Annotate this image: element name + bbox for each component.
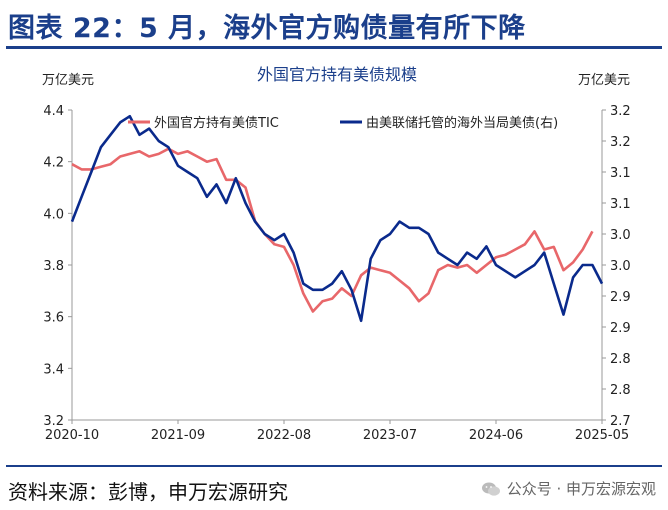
line-chart: 外国官方持有美债规模 万亿美元 万亿美元 4.4 4.2 4.0 3.8 3.6 3.4 3.2 3… — [42, 65, 631, 443]
left-axis-unit: 万亿美元 — [42, 73, 94, 88]
wechat-icon — [481, 482, 500, 496]
figure-title: 图表 22：5 月，海外官方购债量有所下降 — [8, 13, 526, 44]
right-tick-label: 3.1 — [610, 166, 631, 181]
left-tick-label: 3.8 — [43, 259, 64, 274]
right-tick-label: 2.9 — [610, 321, 631, 336]
title-divider — [6, 46, 662, 49]
right-tick-label: 3.2 — [610, 104, 631, 119]
x-tick-label: 2020-10 — [45, 428, 99, 443]
right-axis-unit: 万亿美元 — [578, 73, 630, 88]
series-line-tic — [71, 147, 594, 313]
x-tick-label: 2021-09 — [151, 428, 205, 443]
series-line-custody — [70, 114, 604, 323]
right-tick-label: 2.8 — [610, 383, 631, 398]
legend-label-custody: 由美联储托管的海外当局美债(右) — [366, 115, 558, 131]
x-tick-label: 2024-06 — [469, 428, 523, 443]
right-tick-label: 3.1 — [610, 197, 631, 212]
left-tick-label: 4.4 — [43, 104, 64, 119]
left-tick-label: 4.0 — [43, 207, 64, 222]
right-tick-label: 2.9 — [610, 290, 631, 305]
right-tick-label: 3.0 — [610, 259, 631, 274]
right-tick-label: 2.8 — [610, 352, 631, 367]
right-tick-label: 3.0 — [610, 228, 631, 243]
x-tick-label: 2023-07 — [363, 428, 417, 443]
legend-label-tic: 外国官方持有美债TIC — [154, 115, 279, 131]
left-tick-label: 3.2 — [43, 414, 64, 429]
source-note: 资料来源：彭博，申万宏源研究 — [8, 480, 288, 504]
x-tick-label: 2022-08 — [257, 428, 311, 443]
footer-divider — [6, 465, 662, 467]
chart-title: 外国官方持有美债规模 — [257, 65, 417, 84]
left-tick-label: 3.4 — [43, 362, 64, 377]
wechat-watermark: 公众号 · 申万宏源宏观 — [481, 478, 656, 499]
right-tick-label: 2.7 — [610, 414, 631, 429]
left-tick-label: 4.2 — [43, 156, 64, 171]
left-tick-label: 3.6 — [43, 311, 64, 326]
watermark-text: 公众号 · 申万宏源宏观 — [506, 480, 656, 498]
x-tick-label: 2025-05 — [575, 428, 629, 443]
right-tick-label: 3.2 — [610, 135, 631, 150]
